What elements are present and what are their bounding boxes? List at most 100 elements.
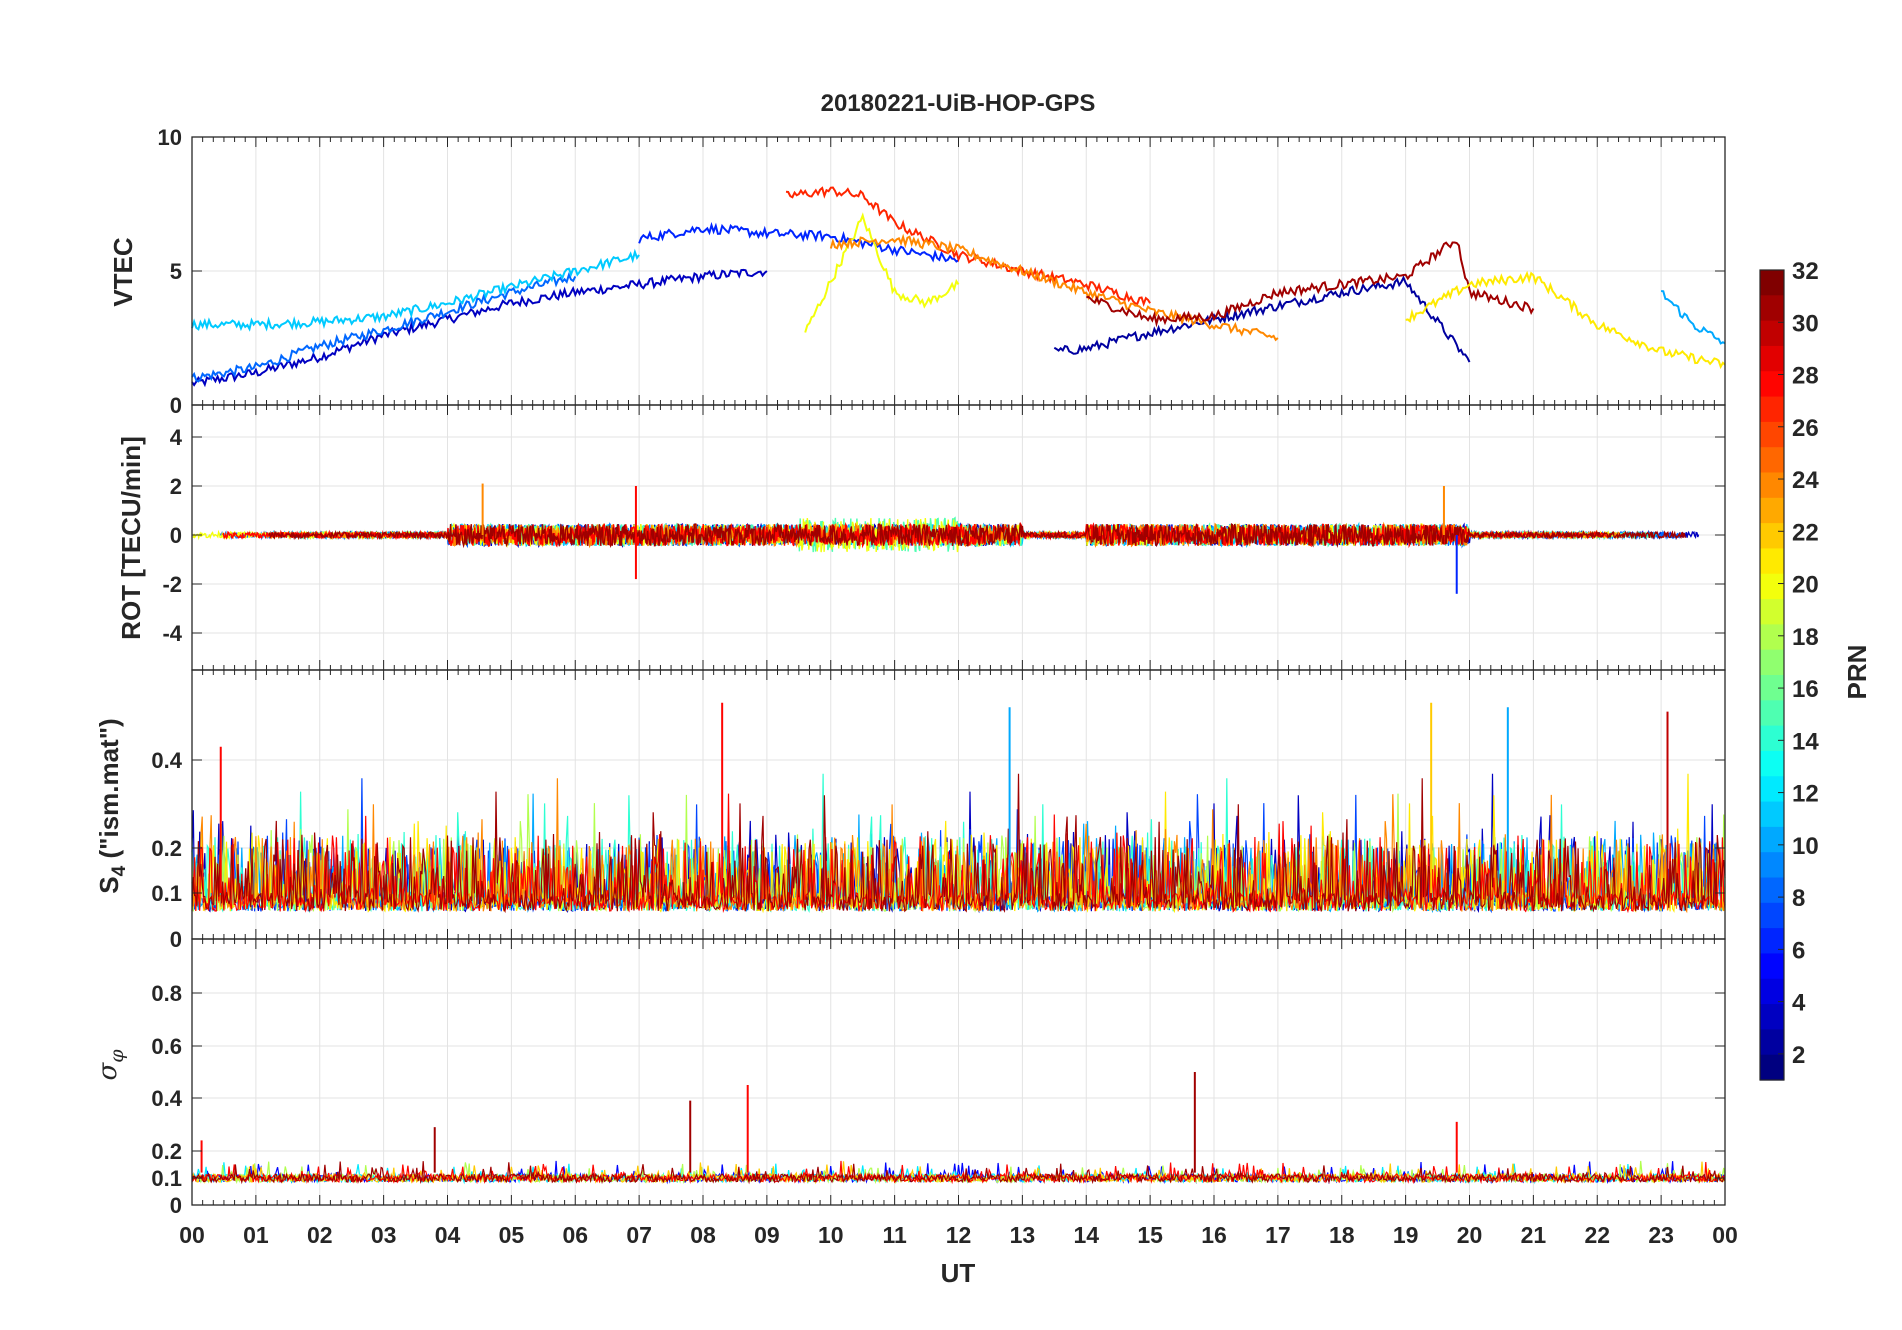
y-axis-label-rot: ROT [TECU/min] [116, 436, 146, 640]
colorbar-band [1760, 1054, 1784, 1081]
vtec-series-prn-2 [1053, 275, 1471, 363]
colorbar-tick-label: 24 [1792, 467, 1819, 494]
colorbar-band [1760, 523, 1784, 550]
vtec-series-prn-27 [785, 186, 1151, 307]
x-tick-label: 00 [1712, 1222, 1738, 1248]
x-tick-label: 19 [1393, 1222, 1419, 1248]
rot-series-prn-31 [268, 522, 1687, 549]
y-tick-label: 0 [170, 927, 182, 952]
x-tick-label: 17 [1265, 1222, 1291, 1248]
x-tick-label: 01 [243, 1222, 269, 1248]
y-tick-label: 4 [170, 425, 183, 450]
y-tick-label: 0 [170, 523, 182, 548]
x-tick-label: 00 [179, 1222, 205, 1248]
colorbar-band [1760, 902, 1784, 929]
colorbar-tick-label: 20 [1792, 572, 1819, 599]
x-tick-label: 06 [562, 1222, 588, 1248]
x-axis-label: UT [941, 1258, 976, 1288]
colorbar-band [1760, 1029, 1784, 1056]
colorbar-band [1760, 573, 1784, 600]
x-tick-label: 14 [1073, 1222, 1099, 1248]
colorbar-tick-label: 26 [1792, 415, 1819, 442]
x-tick-label: 05 [499, 1222, 525, 1248]
x-tick-label: 07 [626, 1222, 652, 1248]
x-tick-label: 12 [946, 1222, 972, 1248]
y-tick-label: 0.1 [151, 1166, 182, 1191]
colorbar-band [1760, 624, 1784, 651]
y-axis-label-s4: S4 ("ism.mat") [94, 718, 130, 893]
sigma-series-prn-28 [191, 1160, 1726, 1185]
vtec-series-prn-10 [1660, 290, 1726, 345]
colorbar-band [1760, 320, 1784, 347]
colorbar-band [1760, 447, 1784, 474]
vtec-series-prn-8 [191, 271, 577, 383]
y-tick-label: 0.2 [151, 1139, 182, 1164]
x-tick-label: 09 [754, 1222, 780, 1248]
colorbar-frame [1759, 269, 1785, 1081]
y-tick-label: 0.1 [151, 881, 182, 906]
y-tick-label: 0.8 [151, 981, 182, 1006]
y-tick-label: 2 [170, 474, 182, 499]
x-tick-label: 08 [690, 1222, 716, 1248]
x-tick-label: 10 [818, 1222, 844, 1248]
colorbar-band [1760, 548, 1784, 575]
y-tick-label: 0 [170, 1193, 182, 1218]
colorbar-band [1760, 270, 1784, 296]
chart-title: 20180221-UiB-HOP-GPS [821, 90, 1096, 117]
colorbar-tick-label: 28 [1792, 363, 1819, 390]
y-tick-label: 0.4 [151, 1086, 182, 1111]
colorbar-tick-label: 12 [1792, 781, 1819, 808]
colorbar-band [1760, 295, 1784, 322]
colorbar-band [1760, 599, 1784, 625]
colorbar-band [1760, 776, 1784, 803]
colorbar-tick-label: 32 [1792, 258, 1819, 285]
colorbar-tick-label: 2 [1792, 1042, 1805, 1069]
colorbar-band [1760, 649, 1784, 676]
colorbar-label: PRN [1842, 645, 1872, 700]
x-tick-label: 13 [1010, 1222, 1036, 1248]
x-tick-label: 11 [882, 1222, 907, 1248]
colorbar-tick-label: 16 [1792, 676, 1819, 703]
colorbar-band [1760, 801, 1784, 828]
y-tick-label: 0.6 [151, 1034, 182, 1059]
vtec-series-prn-20 [804, 212, 960, 333]
colorbar-band [1760, 826, 1784, 853]
x-tick-label: 21 [1521, 1222, 1547, 1248]
colorbar-tick-label: 8 [1792, 885, 1805, 912]
y-tick-label: 0 [170, 393, 182, 418]
y-tick-label: 10 [158, 125, 182, 150]
colorbar-tick-label: 30 [1792, 310, 1819, 337]
vtec-series-prn-6 [638, 221, 959, 263]
vtec-series-prn-31 [1086, 241, 1535, 328]
colorbar-tick-label: 22 [1792, 519, 1819, 546]
vtec-series-prn-11 [191, 248, 640, 332]
y-tick-label: 0.2 [151, 836, 182, 861]
y-tick-label: 5 [170, 259, 182, 284]
x-tick-label: 20 [1457, 1222, 1483, 1248]
colorbar-band [1760, 928, 1784, 955]
colorbar-tick-label: 4 [1792, 990, 1806, 1017]
x-tick-label: 16 [1201, 1222, 1227, 1248]
x-tick-label: 02 [307, 1222, 333, 1248]
colorbar-tick-label: 14 [1792, 728, 1819, 755]
x-tick-label: 03 [371, 1222, 397, 1248]
x-tick-label: 18 [1329, 1222, 1355, 1248]
colorbar-band [1760, 371, 1784, 398]
series-layer [191, 186, 1726, 1185]
x-tick-label: 22 [1584, 1222, 1610, 1248]
s4-series-prn-21 [191, 773, 1726, 914]
vtec-series-prn-21 [1405, 270, 1726, 370]
s4-series-prn-28 [191, 793, 1726, 914]
y-tick-label: 0.4 [151, 748, 182, 773]
x-tick-label: 15 [1137, 1222, 1163, 1248]
colorbar-tick-label: 18 [1792, 624, 1819, 651]
colorbar-band [1760, 421, 1784, 448]
y-axis-label-vtec: VTEC [108, 237, 138, 307]
colorbar-band [1760, 700, 1784, 727]
colorbar-band [1760, 852, 1784, 879]
y-tick-label: -2 [162, 572, 182, 597]
colorbar-band [1760, 1004, 1784, 1030]
